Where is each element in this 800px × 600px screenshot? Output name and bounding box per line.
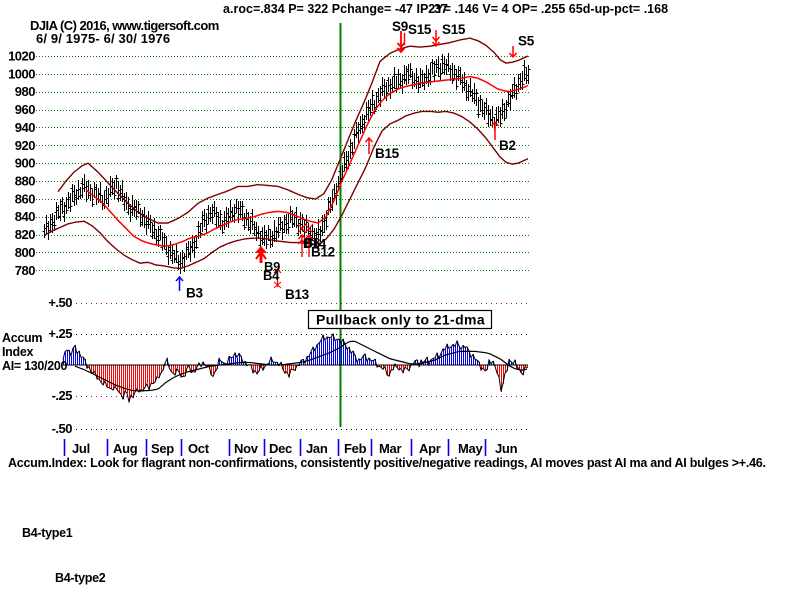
svg-text:B8: B8 bbox=[304, 235, 320, 250]
svg-text:B15: B15 bbox=[375, 146, 400, 161]
svg-text:1000: 1000 bbox=[8, 66, 35, 81]
svg-text:820: 820 bbox=[15, 227, 35, 242]
svg-text:Accum.Index: Look for flagrant: Accum.Index: Look for flagrant non-confi… bbox=[8, 456, 766, 470]
svg-text:Dec: Dec bbox=[269, 441, 292, 456]
svg-text:B13: B13 bbox=[285, 287, 310, 302]
svg-text:Jan: Jan bbox=[306, 441, 328, 456]
svg-text:B4-type2: B4-type2 bbox=[55, 571, 106, 585]
svg-text:AI= 130/200: AI= 130/200 bbox=[2, 359, 68, 373]
svg-text:960: 960 bbox=[15, 102, 35, 117]
svg-text:Jul: Jul bbox=[72, 441, 90, 456]
svg-text:-.25: -.25 bbox=[52, 388, 73, 403]
svg-text:S15: S15 bbox=[442, 22, 466, 37]
svg-text:a.roc=.834 P= 322 Pchange= -4: a.roc=.834 P= 322 Pchange= -47 IP2Y= .14… bbox=[223, 2, 668, 16]
svg-text:Sep: Sep bbox=[151, 441, 174, 456]
svg-text:780: 780 bbox=[15, 263, 35, 278]
svg-text:Nov: Nov bbox=[234, 441, 259, 456]
svg-text:Feb: Feb bbox=[344, 441, 367, 456]
svg-text:920: 920 bbox=[15, 138, 35, 153]
svg-text:B4: B4 bbox=[263, 268, 280, 283]
svg-text:B14: B14 bbox=[303, 236, 327, 251]
svg-text:Mar: Mar bbox=[379, 441, 401, 456]
svg-text:840: 840 bbox=[15, 209, 35, 224]
svg-text:+.50: +.50 bbox=[48, 295, 72, 310]
svg-text:+.25: +.25 bbox=[48, 326, 72, 341]
svg-text:Pullback only to 21-dma: Pullback only to 21-dma bbox=[316, 312, 485, 328]
svg-text:860: 860 bbox=[15, 191, 35, 206]
svg-text:DJIA (C) 2016, www.tigersoft: DJIA (C) 2016, www.tigersoft.com bbox=[30, 18, 219, 33]
svg-text:980: 980 bbox=[15, 84, 35, 99]
svg-text:880: 880 bbox=[15, 174, 35, 189]
svg-text:Apr: Apr bbox=[419, 441, 441, 456]
svg-text:6/ 9/ 1975- 6/ 30/ 1976: 6/ 9/ 1975- 6/ 30/ 1976 bbox=[36, 31, 170, 46]
svg-text:Accum: Accum bbox=[2, 331, 42, 345]
svg-text:-.50: -.50 bbox=[52, 421, 73, 436]
svg-text:Jun: Jun bbox=[495, 441, 518, 456]
svg-text:B9: B9 bbox=[264, 259, 280, 274]
svg-text:S15: S15 bbox=[408, 22, 432, 37]
svg-text:Index: Index bbox=[2, 345, 33, 359]
svg-text:B4-type1: B4-type1 bbox=[22, 526, 73, 540]
svg-text:900: 900 bbox=[15, 156, 35, 171]
svg-text:Aug: Aug bbox=[113, 441, 138, 456]
svg-text:37: 37 bbox=[434, 2, 448, 16]
svg-text:B2: B2 bbox=[499, 138, 516, 153]
svg-text:May: May bbox=[458, 441, 483, 456]
svg-text:B12: B12 bbox=[311, 245, 335, 260]
svg-text:1020: 1020 bbox=[8, 49, 35, 64]
svg-text:S9: S9 bbox=[392, 19, 408, 34]
svg-text:B3: B3 bbox=[186, 286, 203, 301]
svg-text:800: 800 bbox=[15, 245, 35, 260]
svg-text:Oct: Oct bbox=[188, 441, 210, 456]
svg-text:S5: S5 bbox=[518, 34, 535, 49]
svg-text:940: 940 bbox=[15, 120, 35, 135]
